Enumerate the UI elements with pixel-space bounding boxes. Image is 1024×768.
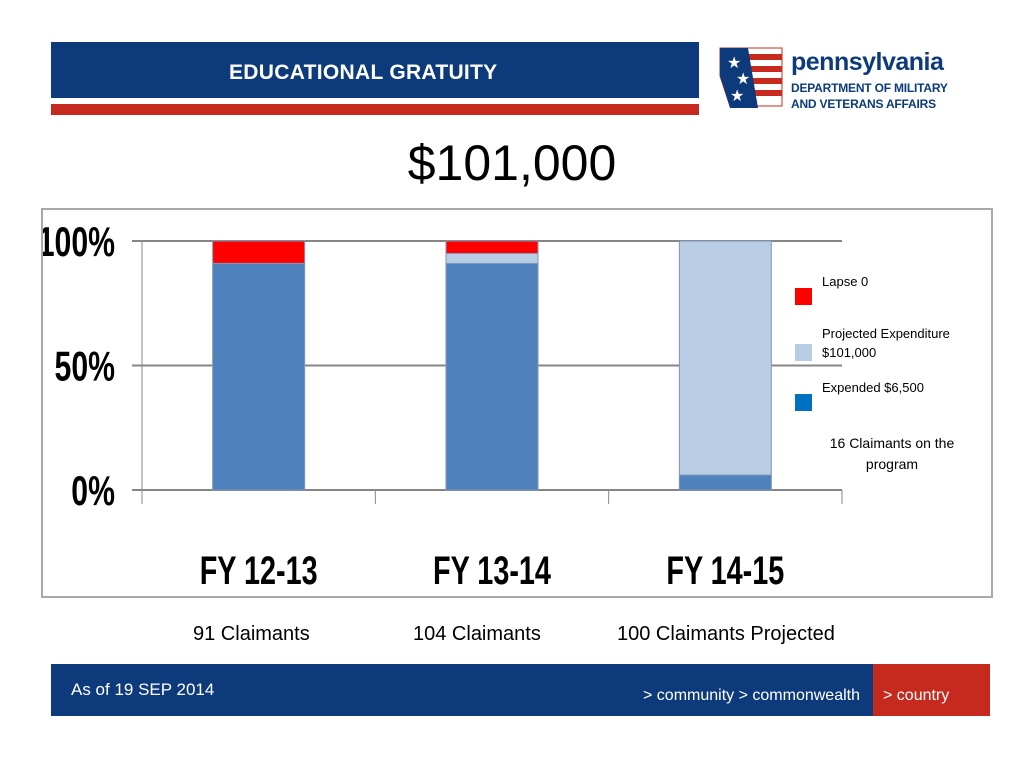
svg-text:★: ★ <box>736 69 750 88</box>
claimants-fy14-15: 100 Claimants Projected <box>617 623 835 645</box>
legend-label: $101,000 <box>822 345 876 360</box>
bar-fy-14-15-1 <box>678 240 772 476</box>
header-red-rule <box>51 104 699 115</box>
claimants-fy12-13: 91 Claimants <box>193 623 310 645</box>
legend-label: Projected Expenditure <box>822 326 950 341</box>
logo-name: pennsylvania <box>791 48 944 76</box>
y-tick-label: 0% <box>71 467 115 514</box>
x-tick-label: FY 14-15 <box>666 548 784 593</box>
logo-subtitle-line2: AND VETERANS AFFAIRS <box>791 97 936 111</box>
bar-fy-13-14-0 <box>445 262 539 491</box>
bar-fy-12-13-2 <box>212 240 306 264</box>
footer-bar: As of 19 SEP 2014 > community > commonwe… <box>51 664 990 716</box>
chart-annotation: 16 Claimants on the <box>830 435 955 451</box>
stacked-bar-chart: 0% 50% 100% FY 12-13 FY 13-14 FY 14-15 Lapse 0… <box>43 218 955 593</box>
y-tick-label: 100% <box>43 218 115 265</box>
x-tick-label: FY 12-13 <box>200 548 318 593</box>
legend-label: Expended $6,500 <box>822 380 924 395</box>
logo-subtitle-line1: DEPARTMENT OF MILITARY <box>791 81 948 95</box>
footer-country: > country <box>883 687 950 704</box>
chart-frame: 0% 50% 100% FY 12-13 FY 13-14 FY 14-15 Lapse 0… <box>41 208 993 598</box>
bar-fy-14-15-0 <box>678 474 772 491</box>
chart-annotation: program <box>866 456 918 472</box>
legend-label: Lapse 0 <box>822 274 868 289</box>
legend-swatch <box>795 344 812 361</box>
bar-fy-12-13-0 <box>212 262 306 491</box>
as-of-date: As of 19 SEP 2014 <box>71 680 215 699</box>
svg-text:★: ★ <box>730 86 744 105</box>
x-tick-label: FY 13-14 <box>433 548 551 593</box>
page-title: EDUCATIONAL GRATUITY <box>229 61 498 84</box>
footer-tagline: > community > commonwealth <box>643 687 860 704</box>
y-tick-label: 50% <box>54 343 115 390</box>
pa-dmva-logo: ★ ★ ★ pennsylvania DEPARTMENT OF MILITAR… <box>718 46 988 112</box>
headline-amount: $101,000 <box>407 135 617 191</box>
legend-swatch <box>795 394 812 411</box>
svg-text:★: ★ <box>727 53 741 72</box>
legend-swatch <box>795 288 812 305</box>
header-bar <box>51 42 699 100</box>
footer-red-block: > country <box>873 664 990 716</box>
claimants-fy13-14: 104 Claimants <box>413 623 541 645</box>
bar-fy-13-14-1 <box>445 252 539 264</box>
bar-fy-13-14-2 <box>445 240 539 254</box>
flag-keystone-icon: ★ ★ ★ <box>719 47 783 108</box>
